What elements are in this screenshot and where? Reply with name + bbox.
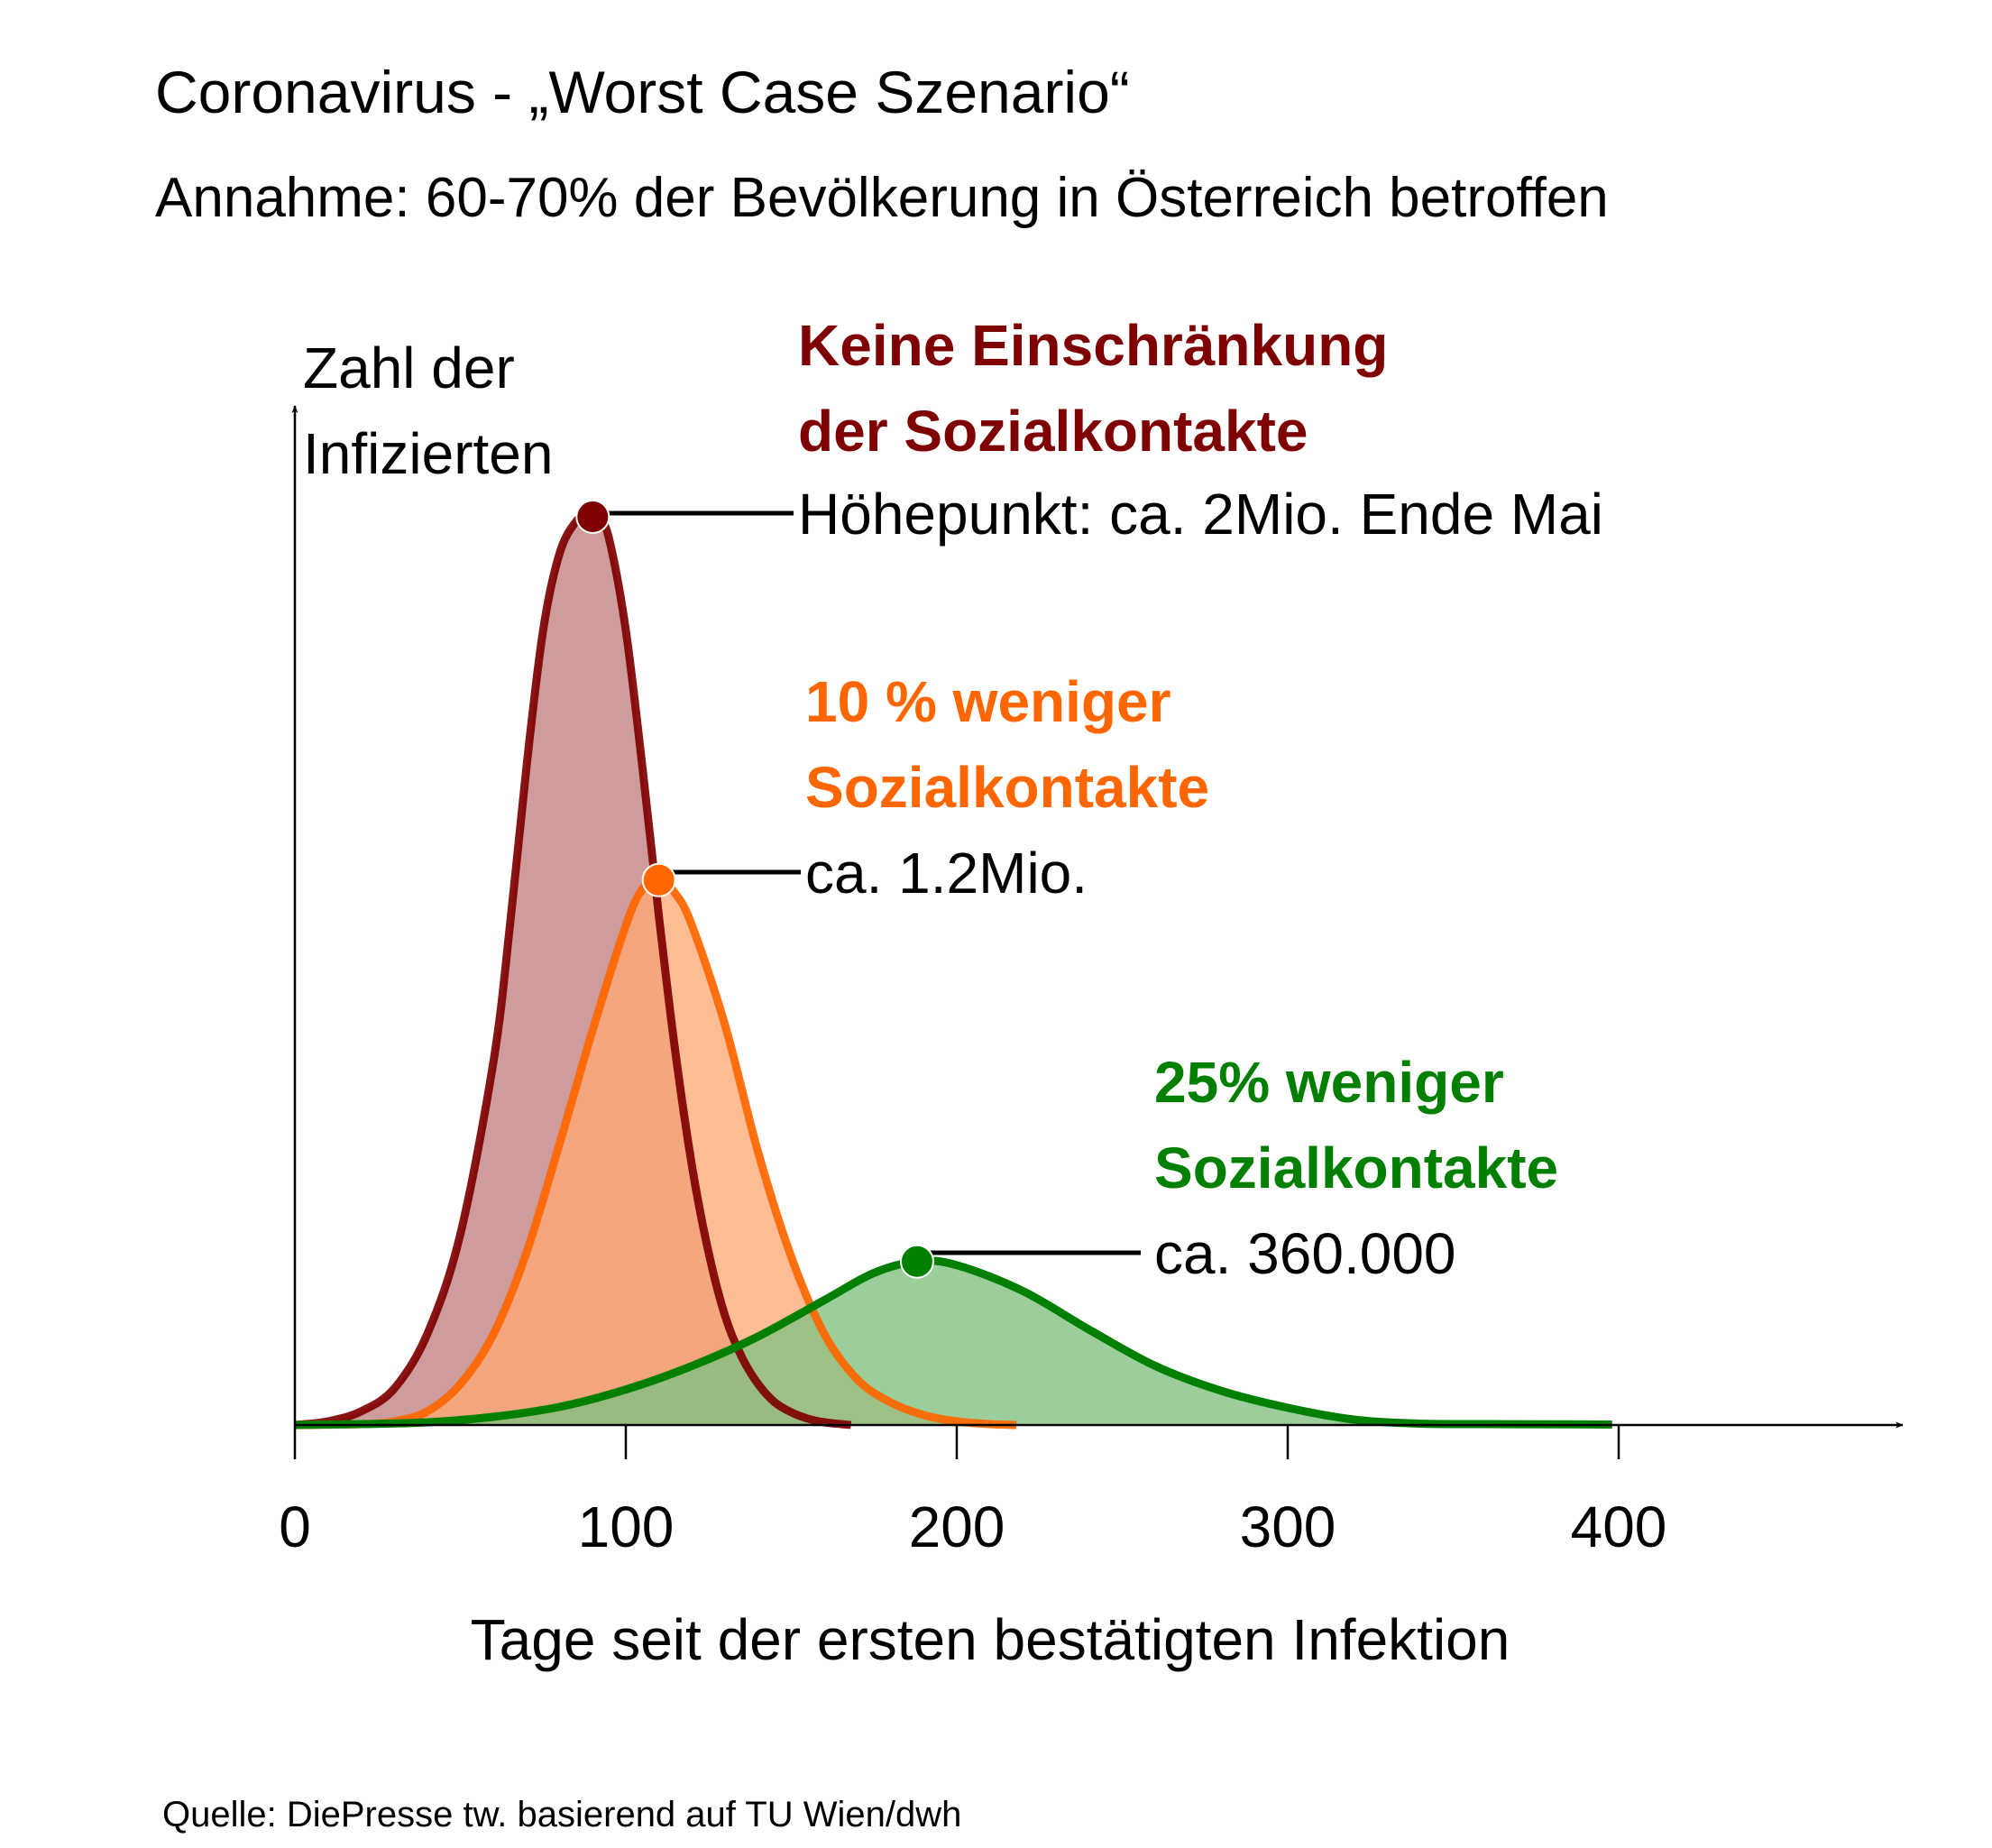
series-title-line2-ten-percent: Sozialkontakte [805, 755, 1209, 820]
peak-annotations: Höhepunkt: ca. 2Mio. Ende Mai Keine Einsc… [575, 313, 1603, 1286]
peak-marker-no-restriction [575, 500, 610, 534]
peak-label-ten-percent: ca. 1.2Mio. [805, 841, 1088, 906]
x-tick-label-200: 200 [909, 1494, 1005, 1559]
series-line-twentyfive-percent [294, 1256, 1612, 1430]
x-axis-label: Tage seit der ersten bestätigten Infekti… [471, 1607, 1510, 1672]
x-tick-label-0: 0 [279, 1494, 311, 1559]
source-note: Quelle: DiePresse tw. basierend auf TU W… [162, 1795, 961, 1834]
x-tick-label-300: 300 [1240, 1494, 1336, 1559]
series-area-no-restriction [295, 516, 851, 1425]
series-title-line2-twentyfive-percent: Sozialkontakte [1154, 1135, 1558, 1200]
series-areas [295, 516, 1612, 1425]
series-title-line1-twentyfive-percent: 25% weniger [1154, 1050, 1504, 1115]
series-title-line2-no-restriction: der Sozialkontakte [798, 399, 1308, 464]
series-title-line1-no-restriction: Keine Einschränkung [798, 313, 1388, 378]
chart-title: Coronavirus - „Worst Case Szenario“ [155, 59, 1130, 125]
x-tick-label-400: 400 [1571, 1494, 1667, 1559]
peak-label-no-restriction: Höhepunkt: ca. 2Mio. Ende Mai [798, 482, 1603, 547]
series-area-twentyfive-percent [295, 1260, 1612, 1425]
x-tick-label-100: 100 [578, 1494, 675, 1559]
series-line-no-restriction [294, 512, 852, 1430]
y-axis-label-line1: Zahl der [303, 336, 515, 400]
series-title-line1-ten-percent: 10 % weniger [805, 669, 1171, 734]
peak-marker-ten-percent [641, 862, 676, 897]
x-axis-ticks: 0 100 200 300 400 [279, 1425, 1666, 1559]
peak-marker-twentyfive-percent [899, 1244, 934, 1279]
y-axis-label-line2: Infizierten [303, 421, 553, 486]
chart-subtitle: Annahme: 60-70% der Bevölkerung in Öster… [155, 167, 1609, 229]
peak-label-twentyfive-percent: ca. 360.000 [1154, 1221, 1456, 1286]
series-area-ten-percent [295, 879, 1017, 1425]
